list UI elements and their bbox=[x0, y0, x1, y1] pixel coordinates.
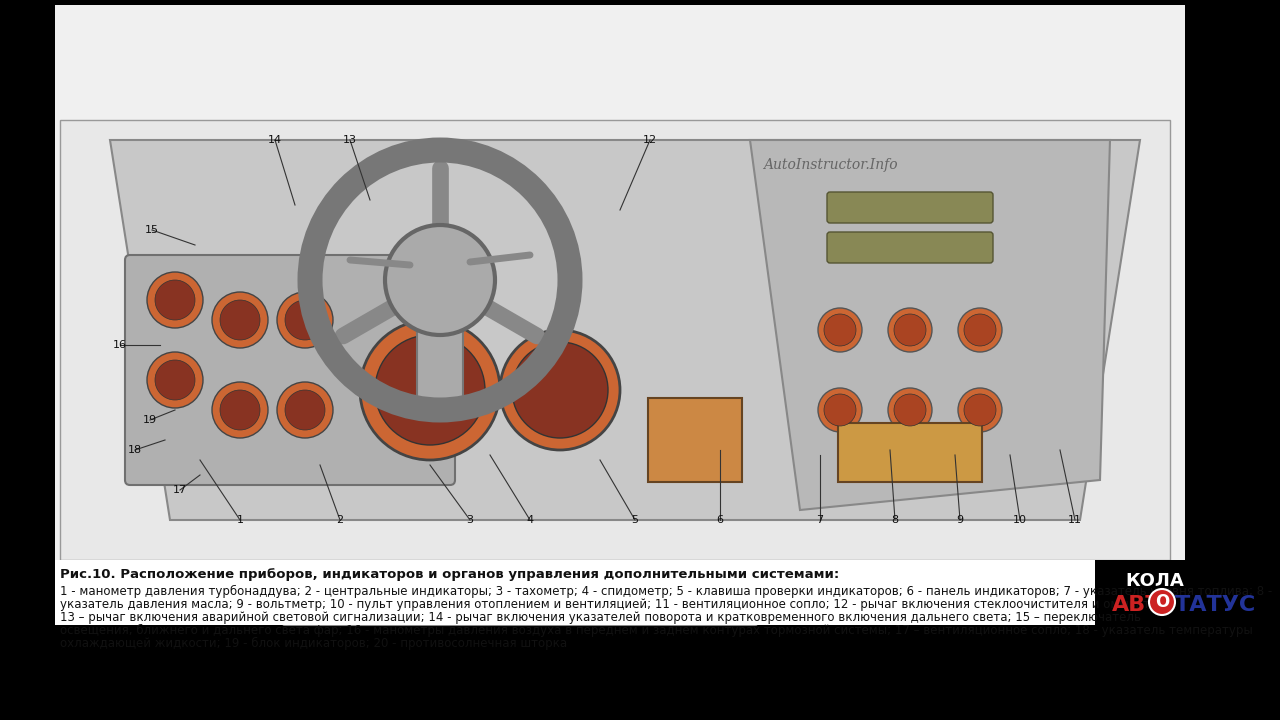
Text: 1 - манометр давления турбонаддува; 2 - центральные индикаторы; 3 - тахометр; 4 : 1 - манометр давления турбонаддува; 2 - … bbox=[60, 585, 1272, 598]
FancyBboxPatch shape bbox=[282, 579, 758, 625]
Text: КОЛА: КОЛА bbox=[1125, 572, 1184, 590]
Text: 6: 6 bbox=[717, 515, 723, 525]
Circle shape bbox=[512, 342, 608, 438]
Circle shape bbox=[212, 382, 268, 438]
Circle shape bbox=[220, 300, 260, 340]
Circle shape bbox=[957, 388, 1002, 432]
Circle shape bbox=[888, 308, 932, 352]
Circle shape bbox=[385, 225, 495, 335]
Circle shape bbox=[964, 314, 996, 346]
Text: 18: 18 bbox=[128, 445, 142, 455]
Circle shape bbox=[1149, 589, 1175, 615]
Text: 17: 17 bbox=[173, 485, 187, 495]
Text: 12: 12 bbox=[643, 135, 657, 145]
Circle shape bbox=[212, 292, 268, 348]
Polygon shape bbox=[750, 140, 1110, 510]
Circle shape bbox=[220, 390, 260, 430]
FancyBboxPatch shape bbox=[827, 232, 993, 263]
Text: ТАТУС: ТАТУС bbox=[1175, 595, 1256, 615]
Text: 9: 9 bbox=[956, 515, 964, 525]
Circle shape bbox=[893, 314, 925, 346]
FancyBboxPatch shape bbox=[838, 423, 982, 482]
Circle shape bbox=[964, 394, 996, 426]
Circle shape bbox=[888, 388, 932, 432]
FancyBboxPatch shape bbox=[55, 5, 1185, 625]
Text: охлаждающей жидкости; 19 - блок индикаторов; 20 - противосолнечная шторка: охлаждающей жидкости; 19 - блок индикато… bbox=[60, 637, 567, 650]
FancyBboxPatch shape bbox=[648, 398, 742, 482]
FancyBboxPatch shape bbox=[417, 327, 463, 413]
Text: 11: 11 bbox=[1068, 515, 1082, 525]
Text: 1: 1 bbox=[237, 515, 243, 525]
Circle shape bbox=[276, 382, 333, 438]
Circle shape bbox=[155, 360, 195, 400]
Text: 19: 19 bbox=[143, 415, 157, 425]
Text: Рис.10. Расположение приборов, индикаторов и органов управления дополнительными : Рис.10. Расположение приборов, индикатор… bbox=[60, 568, 840, 581]
Text: 13: 13 bbox=[343, 135, 357, 145]
Circle shape bbox=[285, 300, 325, 340]
Text: 2: 2 bbox=[337, 515, 343, 525]
Circle shape bbox=[824, 394, 856, 426]
FancyBboxPatch shape bbox=[55, 560, 1094, 625]
Text: AutoInstructor.Info: AutoInstructor.Info bbox=[763, 158, 897, 172]
Text: 15: 15 bbox=[145, 225, 159, 235]
FancyBboxPatch shape bbox=[827, 192, 993, 223]
Circle shape bbox=[276, 292, 333, 348]
Circle shape bbox=[285, 390, 325, 430]
Circle shape bbox=[818, 388, 861, 432]
Circle shape bbox=[893, 394, 925, 426]
Text: 13 – рычаг включения аварийной световой сигнализации; 14 - рычаг включения указа: 13 – рычаг включения аварийной световой … bbox=[60, 611, 1140, 624]
Circle shape bbox=[375, 335, 485, 445]
Circle shape bbox=[360, 320, 500, 460]
Circle shape bbox=[957, 308, 1002, 352]
Text: указатель давления масла; 9 - вольтметр; 10 - пульт управления отоплением и вент: указатель давления масла; 9 - вольтметр;… bbox=[60, 598, 1176, 611]
Text: 14: 14 bbox=[268, 135, 282, 145]
Text: АВТ: АВТ bbox=[1112, 595, 1161, 615]
Circle shape bbox=[500, 330, 620, 450]
Text: 10: 10 bbox=[1012, 515, 1027, 525]
FancyBboxPatch shape bbox=[1094, 560, 1280, 625]
Circle shape bbox=[824, 314, 856, 346]
Text: 3: 3 bbox=[466, 515, 474, 525]
Circle shape bbox=[147, 352, 204, 408]
Text: освещения, ближнего и дальнего света фар; 16 - манометры давления воздуха в пере: освещения, ближнего и дальнего света фар… bbox=[60, 624, 1253, 637]
Text: 5: 5 bbox=[631, 515, 639, 525]
Text: 16: 16 bbox=[113, 340, 127, 350]
Text: 7: 7 bbox=[817, 515, 823, 525]
Text: 20: 20 bbox=[241, 580, 255, 590]
Circle shape bbox=[155, 280, 195, 320]
Text: 8: 8 bbox=[891, 515, 899, 525]
Circle shape bbox=[818, 308, 861, 352]
Circle shape bbox=[147, 272, 204, 328]
FancyBboxPatch shape bbox=[125, 255, 454, 485]
Text: О: О bbox=[1155, 593, 1169, 611]
Text: 4: 4 bbox=[526, 515, 534, 525]
Polygon shape bbox=[110, 140, 1140, 520]
FancyBboxPatch shape bbox=[60, 120, 1170, 560]
